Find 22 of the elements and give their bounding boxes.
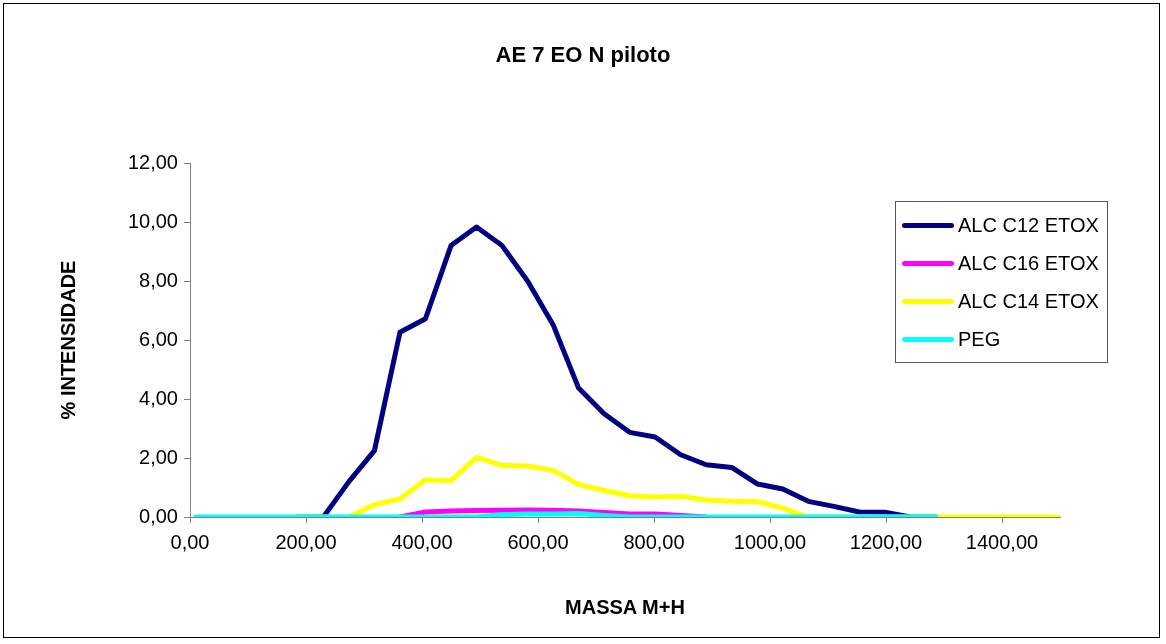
chart-title: AE 7 EO N piloto (494, 42, 672, 68)
y-tick-label: 2,00 (139, 445, 178, 468)
x-tick-label: 1000,00 (733, 530, 807, 553)
y-tick-label: 10,00 (127, 209, 178, 232)
legend-label: ALC C16 ETOX (958, 251, 1099, 275)
x-tick-label: 800,00 (623, 530, 685, 553)
x-tick-label: 600,00 (507, 530, 569, 553)
x-tick-label: 1400,00 (965, 530, 1039, 553)
x-tick-label: 200,00 (275, 530, 337, 553)
x-tick-label: 1200,00 (849, 530, 923, 553)
x-tick-label: 400,00 (391, 530, 453, 553)
y-tick-label: 4,00 (139, 386, 178, 409)
y-tick-label: 6,00 (139, 327, 178, 350)
legend-label: PEG (958, 327, 1001, 351)
y-tick-label: 0,00 (139, 504, 178, 527)
legend-label: ALC C14 ETOX (958, 289, 1099, 313)
legend-label: ALC C12 ETOX (958, 213, 1099, 237)
x-axis-title: MASSA M+H (564, 596, 686, 619)
y-tick-label: 12,00 (127, 150, 178, 173)
y-axis-title: % INTENSIDADE (56, 260, 80, 420)
x-tick-label: 0,00 (170, 530, 210, 553)
y-tick-label: 8,00 (139, 268, 178, 291)
